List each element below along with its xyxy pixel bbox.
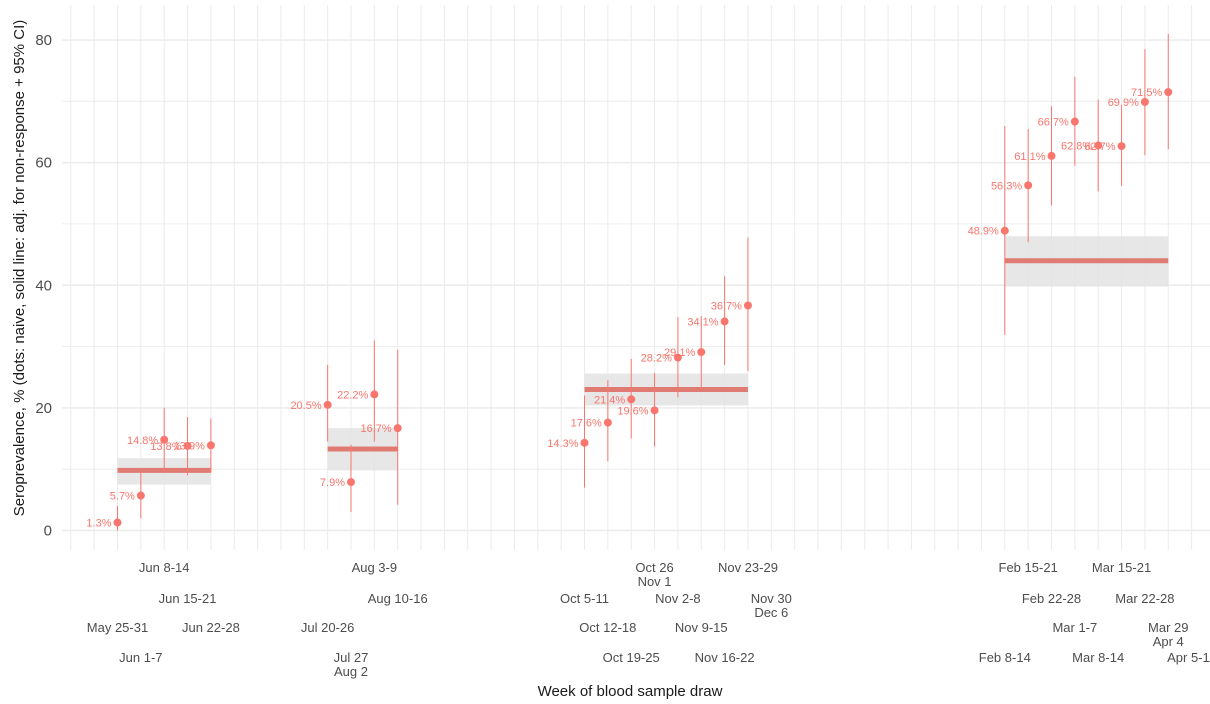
data-label: 7.9% <box>320 477 345 489</box>
data-point <box>673 353 682 362</box>
data-point <box>743 301 752 310</box>
point-labels: 1.3% 5.7% 14.8%13.8%13.9% 20.5% 7.9% 22.2% 16.… <box>86 87 1162 529</box>
data-label: 5.7% <box>110 491 135 503</box>
data-label: 19.6% <box>617 405 648 417</box>
data-point <box>113 518 122 527</box>
y-tick-label: 40 <box>35 277 52 294</box>
data-point <box>347 478 355 487</box>
data-point <box>580 438 589 447</box>
data-point <box>206 441 215 450</box>
data-label: 16.7% <box>360 423 391 435</box>
data-point <box>160 435 169 444</box>
x-tick-label: May 25-31 <box>87 620 148 635</box>
data-point <box>323 400 332 409</box>
x-tick-label: Feb 22-28 <box>1022 591 1081 606</box>
x-tick-label: Oct 12-18 <box>579 620 636 635</box>
x-tick-label: Oct 26 Nov 1 <box>635 560 673 589</box>
data-label: 20.5% <box>290 400 321 412</box>
x-tick-label: Jul 27 Aug 2 <box>334 650 369 679</box>
x-axis-title: Week of blood sample draw <box>538 683 723 700</box>
x-tick-label: Jun 15-21 <box>159 591 217 606</box>
x-tick-label: Nov 2-8 <box>655 591 701 606</box>
x-tick-label: Nov 30 Dec 6 <box>751 591 792 620</box>
x-tick-label: Oct 5-11 <box>560 591 609 606</box>
data-label: 69.9% <box>1108 97 1139 109</box>
x-tick-label: Apr 5-11 <box>1167 650 1210 665</box>
data-point <box>1070 117 1079 126</box>
x-tick-label: Aug 3-9 <box>352 560 398 575</box>
data-label: 71.5% <box>1131 87 1162 99</box>
data-point <box>1117 142 1126 151</box>
data-label: 29.1% <box>664 347 695 359</box>
data-point <box>136 491 145 500</box>
data-point <box>1094 141 1103 150</box>
x-tick-label: Jun 22-28 <box>182 620 240 635</box>
x-tick-label: Jun 1-7 <box>119 650 162 665</box>
x-tick-label: Aug 10-16 <box>368 591 428 606</box>
y-tick-label: 20 <box>35 400 52 417</box>
x-tick-label: Oct 19-25 <box>603 650 660 665</box>
data-point <box>1000 226 1009 235</box>
y-axis-ticks: 0 20 40 60 80 <box>35 32 52 539</box>
y-tick-label: 0 <box>44 523 52 540</box>
data-label: 14.3% <box>547 438 578 450</box>
data-point <box>1024 181 1033 190</box>
x-tick-label: Mar 22-28 <box>1115 591 1174 606</box>
data-point <box>1047 151 1056 160</box>
data-point <box>370 390 379 399</box>
data-point <box>697 348 706 357</box>
data-label: 66.7% <box>1038 117 1069 129</box>
data-label: 62.8% <box>1061 140 1092 152</box>
data-point <box>720 317 729 326</box>
x-tick-label: Mar 15-21 <box>1092 560 1151 575</box>
x-tick-label: Mar 1-7 <box>1052 620 1097 635</box>
data-point <box>650 406 659 415</box>
data-label: 1.3% <box>86 518 111 530</box>
data-point <box>393 424 402 433</box>
x-tick-label: Nov 9-15 <box>675 620 728 635</box>
data-point <box>627 395 636 404</box>
data-label: 22.2% <box>337 389 368 401</box>
data-point <box>603 418 612 427</box>
data-label: 21.4% <box>594 394 625 406</box>
data-label: 17.6% <box>571 418 602 430</box>
data-points <box>113 88 1173 527</box>
data-label: 61.1% <box>1014 151 1045 163</box>
x-tick-label: Jul 20-26 <box>301 620 354 635</box>
y-tick-label: 80 <box>35 32 52 49</box>
x-tick-label: Nov 16-22 <box>695 650 755 665</box>
x-tick-label: Feb 8-14 <box>979 650 1031 665</box>
x-tick-label: Feb 15-21 <box>999 560 1058 575</box>
x-tick-label: Jun 8-14 <box>139 560 190 575</box>
ci-bands <box>117 236 1169 485</box>
data-point <box>1140 97 1149 106</box>
y-axis-title: Seroprevalence, % (dots: naive, solid li… <box>11 20 28 517</box>
data-label: 13.9% <box>174 440 205 452</box>
data-label: 56.3% <box>991 180 1022 192</box>
data-label: 48.9% <box>968 226 999 238</box>
data-label: 62.7% <box>1084 141 1115 153</box>
data-point <box>183 441 192 450</box>
data-label: 14.8% <box>127 435 158 447</box>
x-tick-label: Mar 29 Apr 4 <box>1148 620 1188 649</box>
x-tick-label: Mar 8-14 <box>1072 650 1124 665</box>
data-point <box>1164 88 1173 97</box>
y-tick-label: 60 <box>35 155 52 172</box>
data-label: 36.7% <box>711 300 742 312</box>
data-label: 28.2% <box>641 353 672 365</box>
data-label: 34.1% <box>687 316 718 328</box>
x-axis-ticks: May 25-31 Jun 1-7 Jun 8-14 Jun 15-21 Jun 22-… <box>87 560 1210 679</box>
x-tick-label: Nov 23-29 <box>718 560 778 575</box>
data-label: 13.8% <box>150 441 181 453</box>
